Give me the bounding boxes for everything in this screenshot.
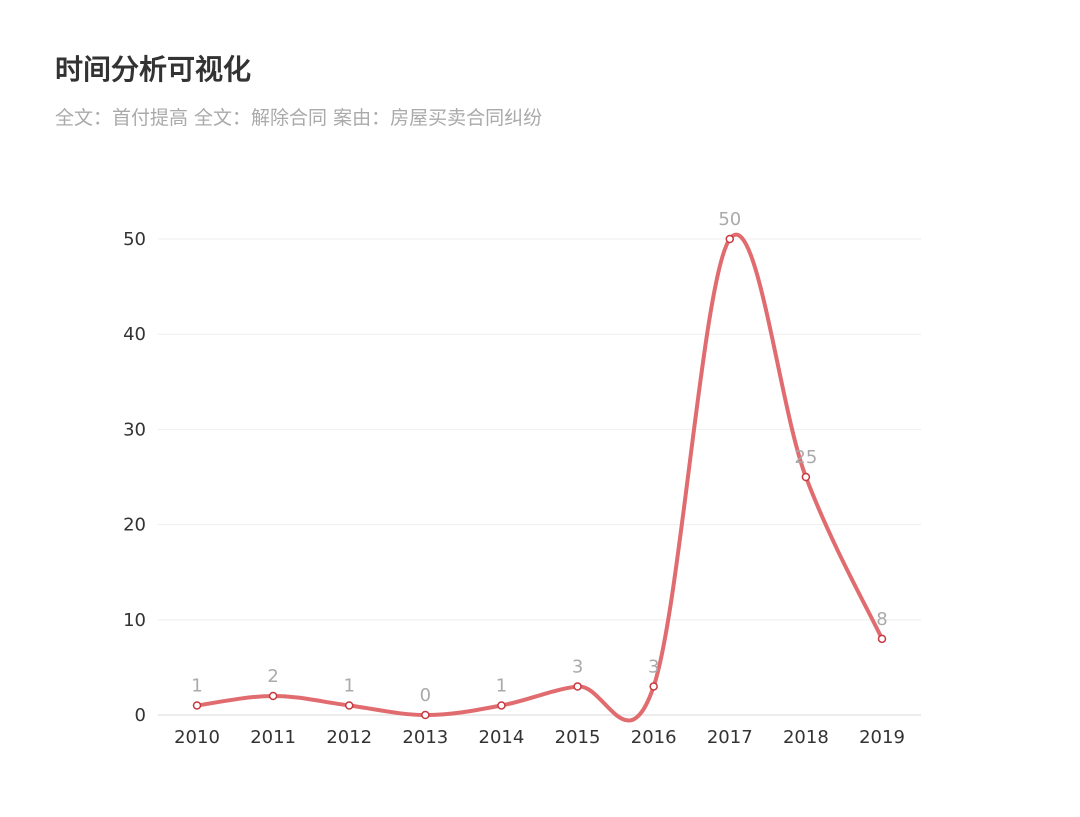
data-point [268, 691, 278, 701]
chart-title: 时间分析可视化 [55, 53, 252, 86]
y-tick-label: 30 [123, 419, 146, 440]
x-tick-label: 2014 [479, 727, 525, 748]
chart-subtitle: 全文：首付提高 全文：解除合同 案由：房屋买卖合同纠纷 [55, 107, 543, 129]
data-label: 3 [572, 656, 583, 677]
y-tick-label: 50 [123, 229, 146, 250]
data-label: 8 [876, 609, 887, 630]
x-tick-label: 2018 [783, 727, 829, 748]
data-point [192, 701, 202, 710]
data-point [801, 472, 811, 482]
data-label: 0 [420, 685, 431, 706]
grid-lines [158, 238, 921, 621]
data-point [649, 682, 658, 691]
x-tick-label: 2012 [326, 727, 372, 748]
data-point [573, 682, 582, 691]
data-point [421, 710, 430, 720]
data-label: 1 [496, 675, 507, 696]
y-tick-label: 40 [123, 324, 146, 345]
y-tick-label: 20 [123, 515, 146, 536]
series-path [195, 233, 884, 723]
y-tick-label: 0 [135, 705, 146, 726]
data-label: 1 [191, 675, 202, 696]
data-label: 25 [794, 447, 817, 468]
data-labels: 1 2 1 0 1 3 3 50 25 8 [191, 209, 887, 706]
x-tick-label: 2010 [174, 727, 220, 748]
data-label: 1 [343, 675, 354, 696]
data-label: 50 [718, 209, 741, 230]
x-tick-label: 2011 [250, 727, 296, 748]
data-point [497, 701, 506, 710]
data-point [877, 634, 887, 644]
data-point [725, 234, 735, 244]
data-label: 3 [648, 656, 659, 677]
x-tick-label: 2016 [631, 727, 677, 748]
data-point [344, 701, 354, 710]
x-tick-label: 2013 [402, 727, 448, 748]
y-tick-label: 10 [123, 610, 146, 631]
series-line [192, 233, 887, 723]
x-tick-label: 2019 [859, 727, 905, 748]
x-tick-label: 2015 [555, 727, 601, 748]
data-label: 2 [267, 666, 278, 687]
x-tick-label: 2017 [707, 727, 753, 748]
